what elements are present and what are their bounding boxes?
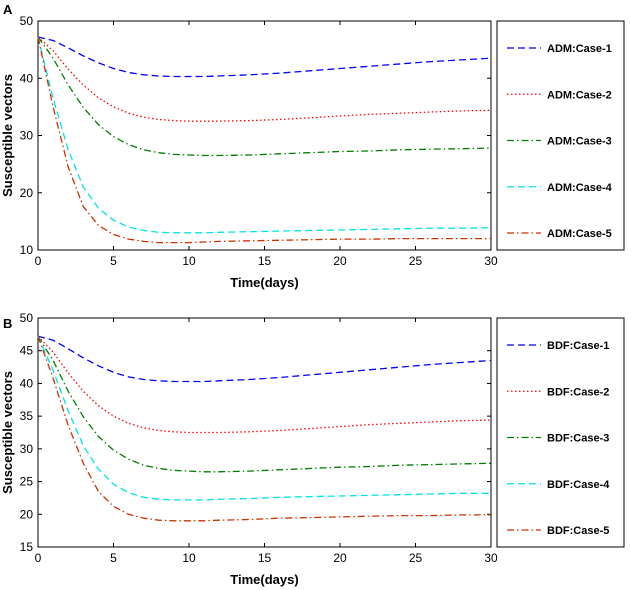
x-axis-title: Time(days): [230, 572, 298, 587]
y-tick-label: 30: [20, 129, 34, 143]
x-tick-label: 0: [35, 254, 42, 268]
series-line-5: [37, 36, 491, 244]
y-tick-label: 20: [20, 186, 34, 200]
x-tick-label: 15: [258, 254, 272, 268]
panel-label: A: [3, 2, 13, 17]
legend-label-3: ADM:Case-3: [547, 136, 612, 148]
series-line-1: [37, 335, 492, 383]
y-tick-label: 35: [20, 409, 34, 423]
x-tick-label: 5: [110, 254, 117, 268]
x-tick-label: 20: [333, 254, 347, 268]
y-axis-title: Susceptible vectors: [0, 74, 15, 197]
series-line-4: [37, 336, 491, 501]
x-tick-label: 5: [110, 551, 117, 565]
y-tick-label: 45: [20, 344, 34, 358]
legend-label-5: ADM:Case-5: [547, 228, 612, 240]
series-line-1: [37, 36, 492, 78]
legend-label-4: ADM:Case-4: [547, 182, 613, 194]
x-tick-label: 10: [182, 254, 196, 268]
y-tick-label: 20: [20, 507, 34, 521]
x-tick-label: 20: [333, 551, 347, 565]
series-line-5: [37, 336, 491, 522]
plot-frame: [37, 20, 492, 251]
x-tick-label: 25: [409, 254, 423, 268]
panel-label: B: [3, 316, 12, 331]
y-tick-label: 30: [20, 442, 34, 456]
legend-label-1: BDF:Case-1: [547, 340, 609, 352]
y-tick-label: 50: [20, 311, 34, 325]
x-tick-label: 30: [484, 254, 498, 268]
y-tick-label: 25: [20, 475, 34, 489]
plot-frame: [37, 317, 492, 548]
legend-label-4: BDF:Case-4: [547, 479, 610, 491]
y-axis-title: Susceptible vectors: [0, 371, 15, 494]
x-axis-title: Time(days): [230, 275, 298, 290]
legend-label-2: BDF:Case-2: [547, 386, 609, 398]
series-line-4: [37, 36, 492, 234]
legend-box: [496, 20, 625, 251]
y-tick-label: 40: [20, 376, 34, 390]
legend-label-3: BDF:Case-3: [547, 433, 609, 445]
x-tick-label: 10: [182, 551, 196, 565]
panel-a: A 0 5 10 15 20 25 30 10 20 30 40 50 Time(days) Suscept…: [0, 2, 625, 290]
x-tick-label: 15: [258, 551, 272, 565]
series-line-2: [37, 335, 492, 434]
series-line-3: [37, 36, 492, 157]
series-line-3: [37, 335, 492, 473]
legend-label-1: ADM:Case-1: [547, 43, 612, 55]
y-tick-label: 10: [20, 243, 34, 257]
legend-label-2: ADM:Case-2: [547, 89, 612, 101]
y-tick-label: 15: [20, 540, 34, 554]
legend-box: [496, 317, 625, 548]
x-tick-label: 0: [35, 551, 42, 565]
x-tick-label: 30: [484, 551, 498, 565]
series-line-2: [37, 36, 492, 122]
y-tick-label: 40: [20, 71, 34, 85]
x-tick-label: 25: [409, 551, 423, 565]
y-tick-label: 50: [20, 14, 34, 28]
legend-label-5: BDF:Case-5: [547, 525, 609, 537]
panel-b: B 0 5 10 15 20 25 30 15 20 25 30 35 40 45 50 Time(days) S…: [0, 311, 625, 587]
